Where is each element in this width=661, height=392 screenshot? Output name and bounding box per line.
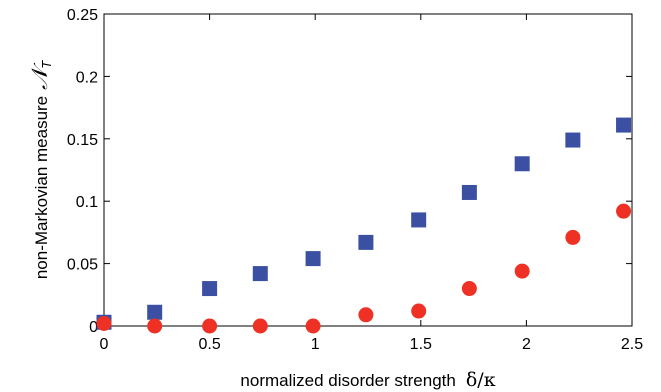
square-marker xyxy=(305,251,321,267)
x-tick-label: 2 xyxy=(522,336,531,353)
square-marker xyxy=(461,184,477,200)
square-marker xyxy=(252,266,268,282)
square-marker xyxy=(147,304,163,320)
x-tick-label: 0.5 xyxy=(198,336,220,353)
square-marker xyxy=(358,234,374,250)
circle-marker xyxy=(96,316,112,332)
x-axis-label-math: δ/κ xyxy=(466,369,496,391)
y-axis-label: non-Markovian measure𝒩T xyxy=(28,60,54,279)
x-axis-label: normalized disorder strength δ/κ xyxy=(240,369,495,391)
square-marker xyxy=(616,117,632,133)
x-tick-label: 1.5 xyxy=(410,336,432,353)
square-marker xyxy=(565,132,581,148)
circle-marker xyxy=(252,318,268,334)
data-markers xyxy=(96,117,632,334)
y-tick-label: 0.05 xyxy=(67,257,98,274)
circle-marker xyxy=(514,263,530,279)
x-axis-label-text: normalized disorder strength xyxy=(240,371,455,390)
y-tick-label: 0.2 xyxy=(76,69,98,86)
circle-marker xyxy=(461,281,477,297)
y-tick-label: 0.1 xyxy=(76,194,98,211)
plot-frame xyxy=(103,13,633,327)
circle-marker xyxy=(565,229,581,245)
circle-marker xyxy=(616,203,632,219)
y-axis-label-text: non-Markovian measure xyxy=(32,96,51,279)
square-marker xyxy=(514,156,530,172)
circle-marker xyxy=(202,318,218,334)
x-tick-label: 0 xyxy=(100,336,109,353)
square-marker xyxy=(411,212,427,228)
circle-marker xyxy=(411,303,427,319)
circle-marker xyxy=(358,307,374,323)
y-axis-label-subscript: T xyxy=(39,60,54,69)
circle-marker xyxy=(305,318,321,334)
axis-ticks xyxy=(103,13,633,327)
y-tick-label: 0 xyxy=(89,319,98,336)
y-tick-label: 0.15 xyxy=(67,132,98,149)
circle-marker xyxy=(147,318,163,334)
x-tick-label: 2.5 xyxy=(621,336,643,353)
square-marker xyxy=(202,281,218,297)
tick-labels: 0 0.5 1 1.5 2 2.5 0 0.05 0.1 0.15 0.2 0.25 xyxy=(67,7,643,353)
x-tick-label: 1 xyxy=(311,336,320,353)
y-tick-label: 0.25 xyxy=(67,7,98,24)
